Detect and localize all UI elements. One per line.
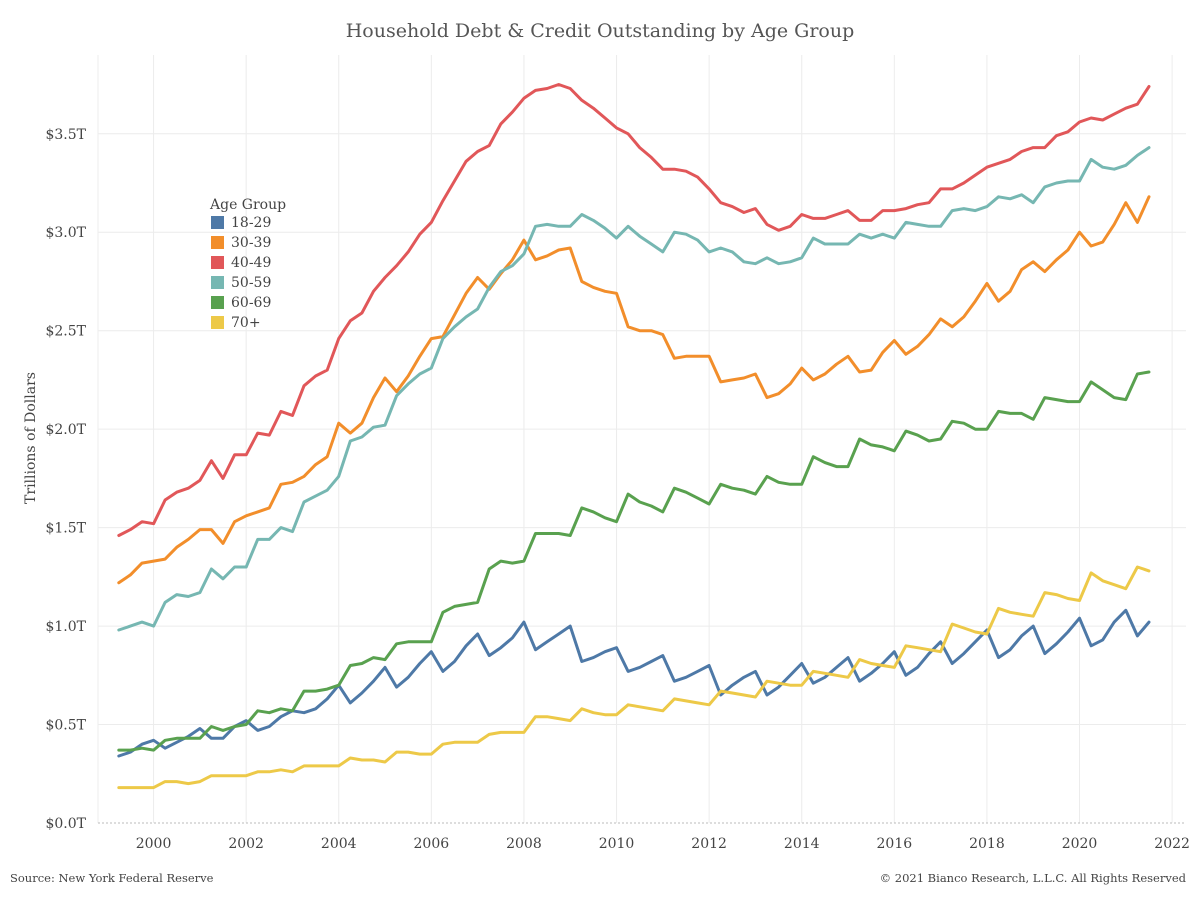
series-line-40-49	[117, 83, 1151, 537]
y-tick-label: $2.5T	[45, 324, 86, 340]
x-tick-label: 2018	[969, 836, 1005, 852]
x-tick-label: 2014	[784, 836, 820, 852]
legend-swatch-40-49	[211, 256, 224, 269]
series-lines	[117, 83, 1151, 790]
y-tick-label: $2.0T	[45, 422, 86, 438]
legend: Age Group 18-29 30-39 40-49 50-59 60-69 70+	[209, 197, 286, 331]
x-tick-label: 2006	[414, 836, 450, 852]
legend-swatch-18-29	[211, 216, 224, 229]
x-tick-label: 2000	[136, 836, 172, 852]
legend-label-70+: 70+	[231, 315, 261, 331]
legend-swatch-60-69	[211, 296, 224, 309]
y-tick-label: $3.0T	[45, 225, 86, 241]
legend-title: Age Group	[209, 197, 286, 213]
series-line-60-69	[117, 370, 1151, 752]
legend-label-18-29: 18-29	[231, 215, 271, 231]
copyright-note: © 2021 Bianco Research, L.L.C. All Right…	[880, 871, 1187, 885]
x-tick-label: 2020	[1062, 836, 1098, 852]
x-tick-label: 2016	[877, 836, 913, 852]
x-tick-label: 2002	[228, 836, 264, 852]
x-tick-label: 2004	[321, 836, 357, 852]
legend-label-30-39: 30-39	[231, 235, 271, 251]
x-tick-label: 2022	[1154, 836, 1190, 852]
axes: $0.0T $0.5T $1.0T $1.5T $2.0T $2.5T $3.0T $3.5T…	[45, 55, 1190, 852]
x-tick-label: 2010	[599, 836, 635, 852]
legend-label-40-49: 40-49	[231, 255, 271, 271]
y-tick-label: $0.5T	[45, 718, 86, 734]
legend-swatch-30-39	[211, 236, 224, 249]
y-tick-label: $1.0T	[45, 619, 86, 635]
y-tick-label: $3.5T	[45, 127, 86, 143]
legend-label-60-69: 60-69	[231, 295, 271, 311]
y-tick-label: $0.0T	[45, 816, 86, 832]
series-line-50-59	[117, 146, 1151, 632]
legend-label-50-59: 50-59	[231, 275, 271, 291]
y-axis-title: Trillions of Dollars	[23, 372, 39, 504]
series-line-30-39	[117, 195, 1151, 585]
source-note: Source: New York Federal Reserve	[10, 871, 214, 885]
series-line-70+	[117, 565, 1151, 790]
x-tick-label: 2008	[506, 836, 542, 852]
legend-swatch-70+	[211, 316, 224, 329]
x-tick-label: 2012	[691, 836, 727, 852]
chart-title: Household Debt & Credit Outstanding by A…	[346, 20, 855, 42]
legend-swatch-50-59	[211, 276, 224, 289]
series-line-18-29	[117, 608, 1151, 758]
y-tick-label: $1.5T	[45, 521, 86, 537]
